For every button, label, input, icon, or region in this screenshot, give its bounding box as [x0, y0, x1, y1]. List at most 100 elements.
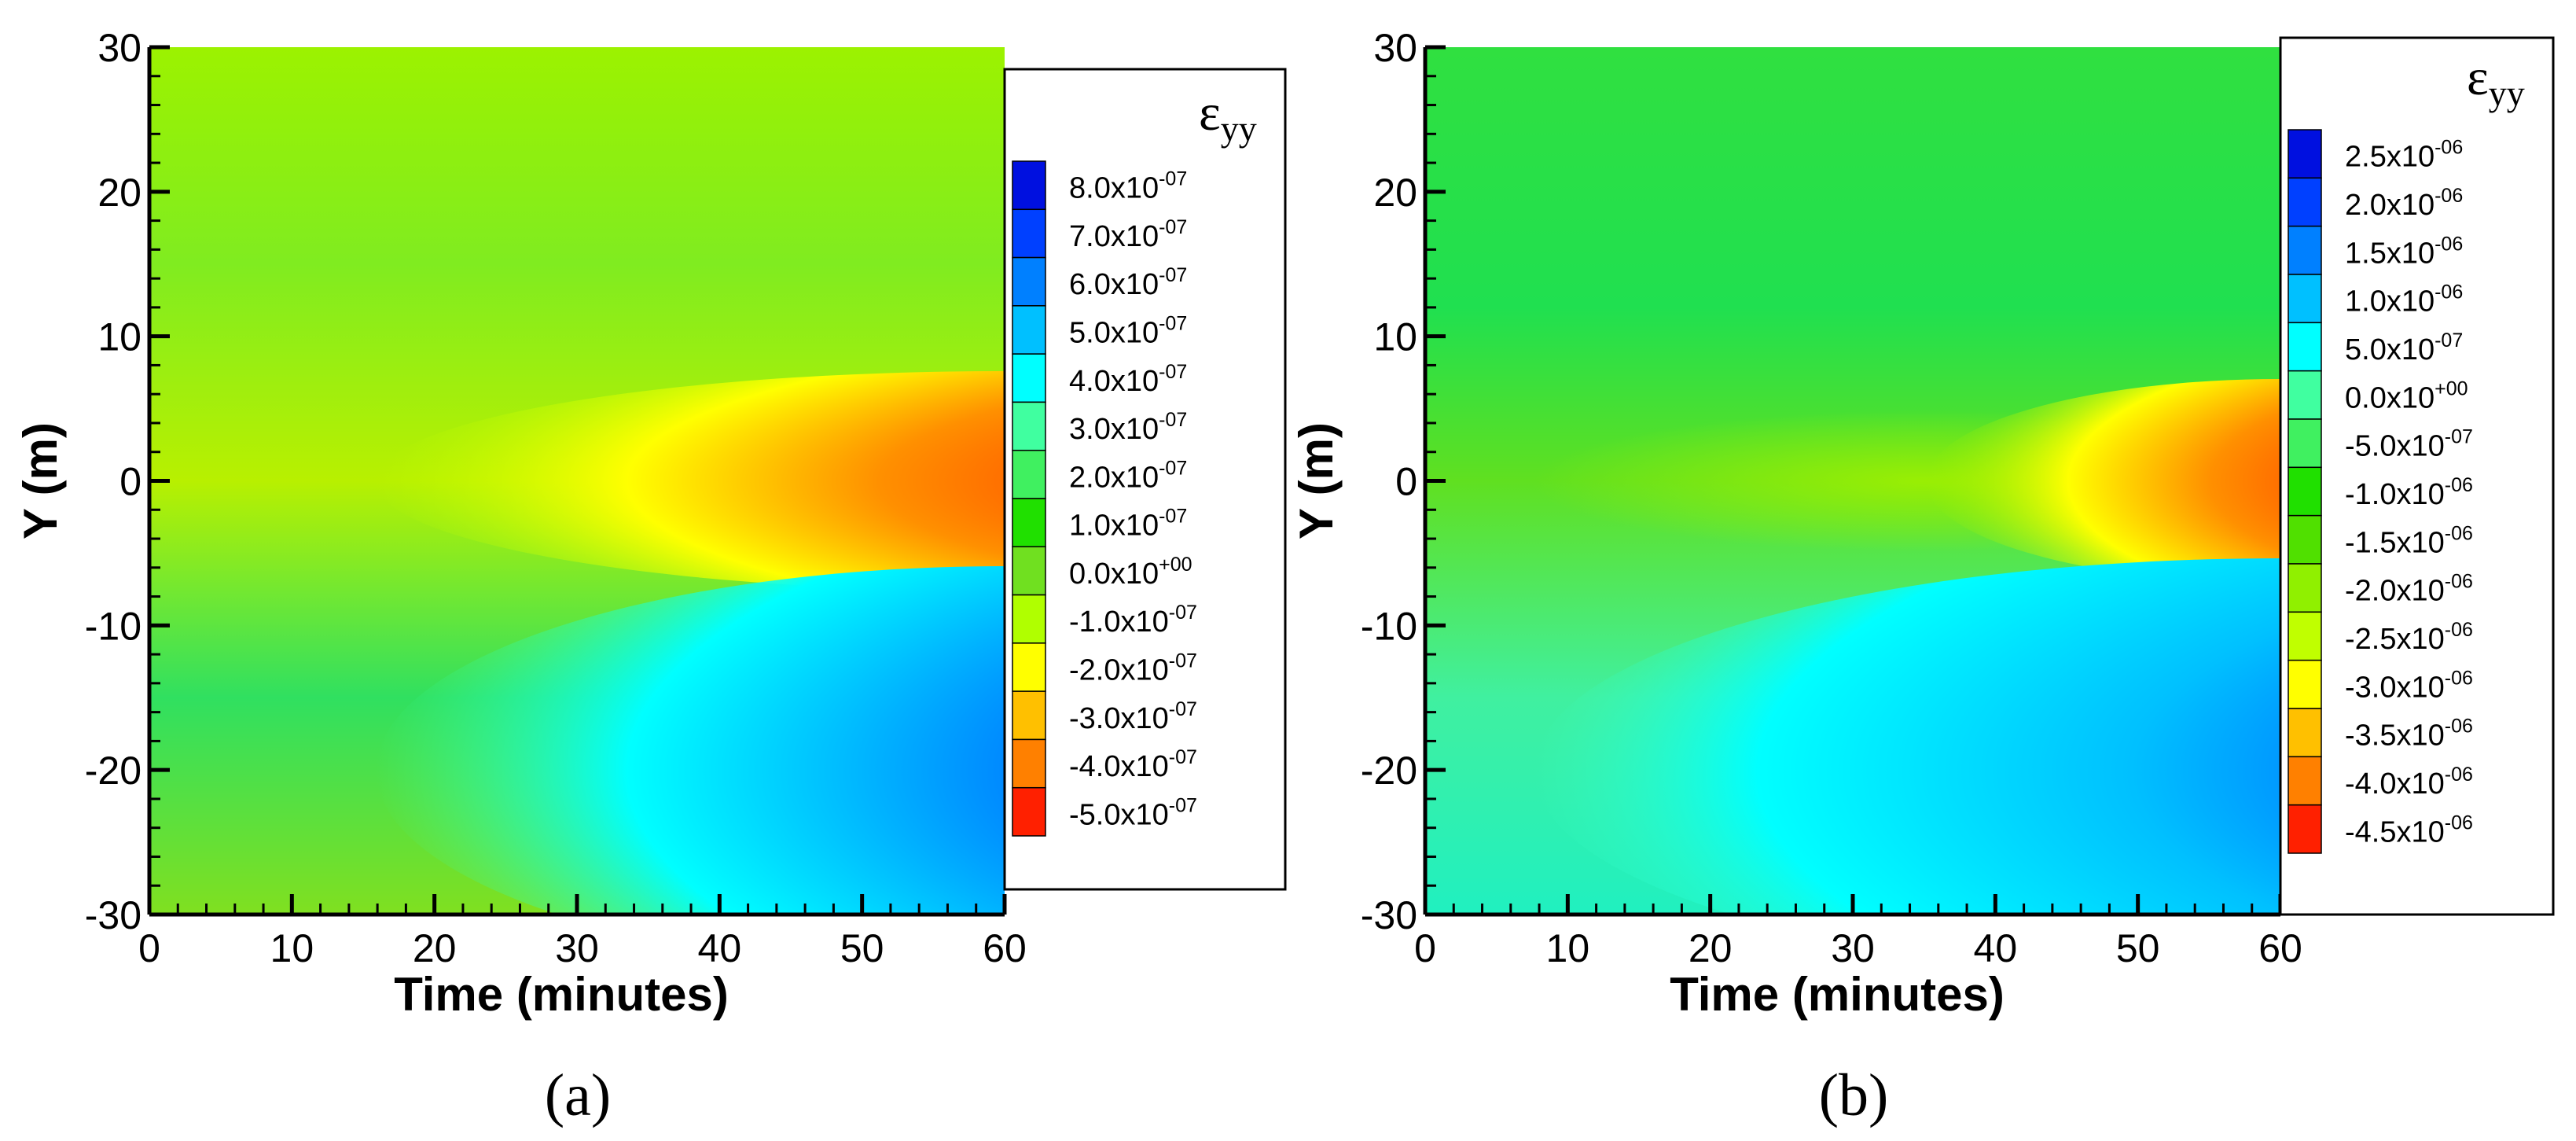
colorbar-swatch	[1012, 256, 1046, 307]
colorbar-swatch	[2288, 563, 2322, 613]
x-tick-label: 0	[138, 926, 160, 970]
heatmap-field-b	[1425, 47, 2280, 915]
colorbar-level-label: 3.0x10-07	[1069, 409, 1187, 446]
colorbar-level-label: 5.0x10-07	[1069, 313, 1187, 350]
x-tick-label: 10	[270, 926, 314, 970]
colorbar-swatch	[2288, 804, 2322, 854]
heatmap-field-a	[149, 47, 1005, 915]
x-tick-label: 50	[2116, 926, 2160, 970]
legend-box	[2279, 36, 2555, 916]
colorbar-swatch	[2288, 177, 2322, 227]
colorbar-level-label: 4.0x10-07	[1069, 361, 1187, 398]
colorbar-level-label: 2.0x10-07	[1069, 457, 1187, 494]
y-tick-label: 0	[119, 460, 141, 504]
panel-b: 0 10 20 30 40 50 60 30 20 10 0 -10 -20 -30 Time (minut…	[1290, 26, 2555, 1128]
colorbar-swatch	[2288, 466, 2322, 517]
y-axis-title: Y (m)	[1290, 422, 1343, 539]
colorbar-level-label: -1.0x10-07	[1069, 602, 1197, 639]
colorbar-swatch	[1012, 449, 1046, 499]
colorbar-level-label: -1.0x10-06	[2345, 474, 2473, 511]
x-tick-label: 10	[1546, 926, 1590, 970]
colorbar-legend: εyy 8.0x10-07 7.0x10-07 6.0x10-07 5.0x10-07 4…	[1003, 68, 1287, 891]
y-tick-label: 30	[97, 26, 141, 70]
x-tick-label: 50	[840, 926, 884, 970]
colorbar-level-label: 1.5x10-06	[2345, 233, 2463, 270]
colorbar-level-label: -3.0x10-07	[1069, 698, 1197, 735]
colorbar-level-label: 1.0x10-07	[1069, 506, 1187, 543]
colorbar-level-label: 7.0x10-07	[1069, 216, 1187, 253]
colorbar-legend: εyy2.5x10-062.0x10-061.5x10-061.0x10-065…	[2279, 36, 2555, 916]
x-tick-label: 20	[413, 926, 457, 970]
legend-box	[1003, 68, 1287, 891]
colorbar-swatch	[1012, 690, 1046, 741]
plot-axes: 0 10 20 30 40 50 60 30 20 10 0 -10 -20 -30 Time (minut…	[1290, 26, 2302, 1021]
colorbar-swatch	[1012, 353, 1046, 403]
colorbar-swatch	[2288, 659, 2322, 709]
y-tick-label: 0	[1395, 460, 1417, 504]
colorbar-swatch	[2288, 274, 2322, 324]
colorbar-level-label: 8.0x10-07	[1069, 168, 1187, 205]
panel-label: (a)	[545, 1062, 611, 1128]
x-tick-label: 40	[698, 926, 742, 970]
y-tick-label: -20	[85, 749, 141, 793]
x-tick-label: 30	[1831, 926, 1875, 970]
colorbar-level-label: -5.0x10-07	[1069, 794, 1197, 831]
x-tick-label: 30	[555, 926, 599, 970]
y-tick-label: 30	[1373, 26, 1417, 70]
panel-label: (b)	[1819, 1062, 1889, 1128]
y-tick-label: -30	[1361, 893, 1417, 937]
colorbar-level-label: -2.5x10-06	[2345, 619, 2473, 656]
x-tick-label: 40	[1974, 926, 2018, 970]
colorbar-level-label: 0.0x10+00	[1069, 554, 1192, 591]
colorbar-level-label: -1.5x10-06	[2345, 522, 2473, 559]
colorbar-swatch	[1012, 546, 1046, 596]
y-tick-label: -10	[1361, 604, 1417, 648]
colorbar-level-label: -2.0x10-07	[1069, 650, 1197, 687]
legend-title: εyy	[1199, 84, 1257, 149]
y-tick-label: 10	[1373, 315, 1417, 359]
y-tick-label: 10	[97, 315, 141, 359]
legend-title-symbol: ε	[1199, 84, 1221, 142]
legend-title-subscript: yy	[1221, 109, 1257, 149]
x-tick-label: 0	[1414, 926, 1436, 970]
colorbar-swatch	[2288, 225, 2322, 275]
colorbar-swatch	[2288, 322, 2322, 372]
colorbar-swatch	[1012, 401, 1046, 451]
colorbar-level-label: 5.0x10-07	[2345, 329, 2463, 366]
y-axis-title: Y (m)	[14, 422, 67, 539]
colorbar-level-label: 1.0x10-06	[2345, 282, 2463, 318]
colorbar-swatch	[2288, 129, 2322, 179]
x-tick-label: 20	[1689, 926, 1733, 970]
colorbar-swatch	[1012, 305, 1046, 355]
colorbar-level-label: 0.0x10+00	[2345, 377, 2468, 414]
panel-a: 0 10 20 30 40 50 60 30 20 10 0 -10 -20 -30 Time (minut…	[14, 26, 1287, 1128]
colorbar-swatch	[1012, 160, 1046, 211]
colorbar-level-label: -2.0x10-06	[2345, 571, 2473, 608]
y-tick-label: 20	[97, 171, 141, 215]
legend-title-subscript: yy	[2489, 73, 2525, 113]
colorbar-level-label: -5.0x10-07	[2345, 426, 2473, 463]
colorbar-level-label: 2.5x10-06	[2345, 137, 2463, 174]
colorbar-level-label: -3.5x10-06	[2345, 716, 2473, 753]
x-axis-title: Time (minutes)	[1670, 968, 2005, 1021]
legend-title-symbol: ε	[2467, 49, 2489, 106]
x-tick-label: 60	[983, 926, 1027, 970]
y-tick-label: -20	[1361, 749, 1417, 793]
colorbar-swatch	[2288, 514, 2322, 565]
colorbar-swatch	[1012, 642, 1046, 692]
x-tick-label: 60	[2258, 926, 2302, 970]
colorbar-level-label: -4.0x10-07	[1069, 746, 1197, 783]
colorbar-level-label: -4.0x10-06	[2345, 764, 2473, 801]
colorbar-swatch	[2288, 756, 2322, 806]
colorbar-swatch	[1012, 738, 1046, 789]
colorbar-swatch	[1012, 208, 1046, 259]
colorbar-swatch	[2288, 418, 2322, 469]
colorbar-swatch	[2288, 370, 2322, 420]
y-tick-label: -30	[85, 893, 141, 937]
colorbar-level-label: 6.0x10-07	[1069, 264, 1187, 301]
legend-title: εyy	[2467, 49, 2525, 113]
y-tick-label: -10	[85, 604, 141, 648]
plot-axes: 0 10 20 30 40 50 60 30 20 10 0 -10 -20 -30 Time (minut…	[14, 26, 1027, 1021]
colorbar-swatch	[2288, 611, 2322, 661]
